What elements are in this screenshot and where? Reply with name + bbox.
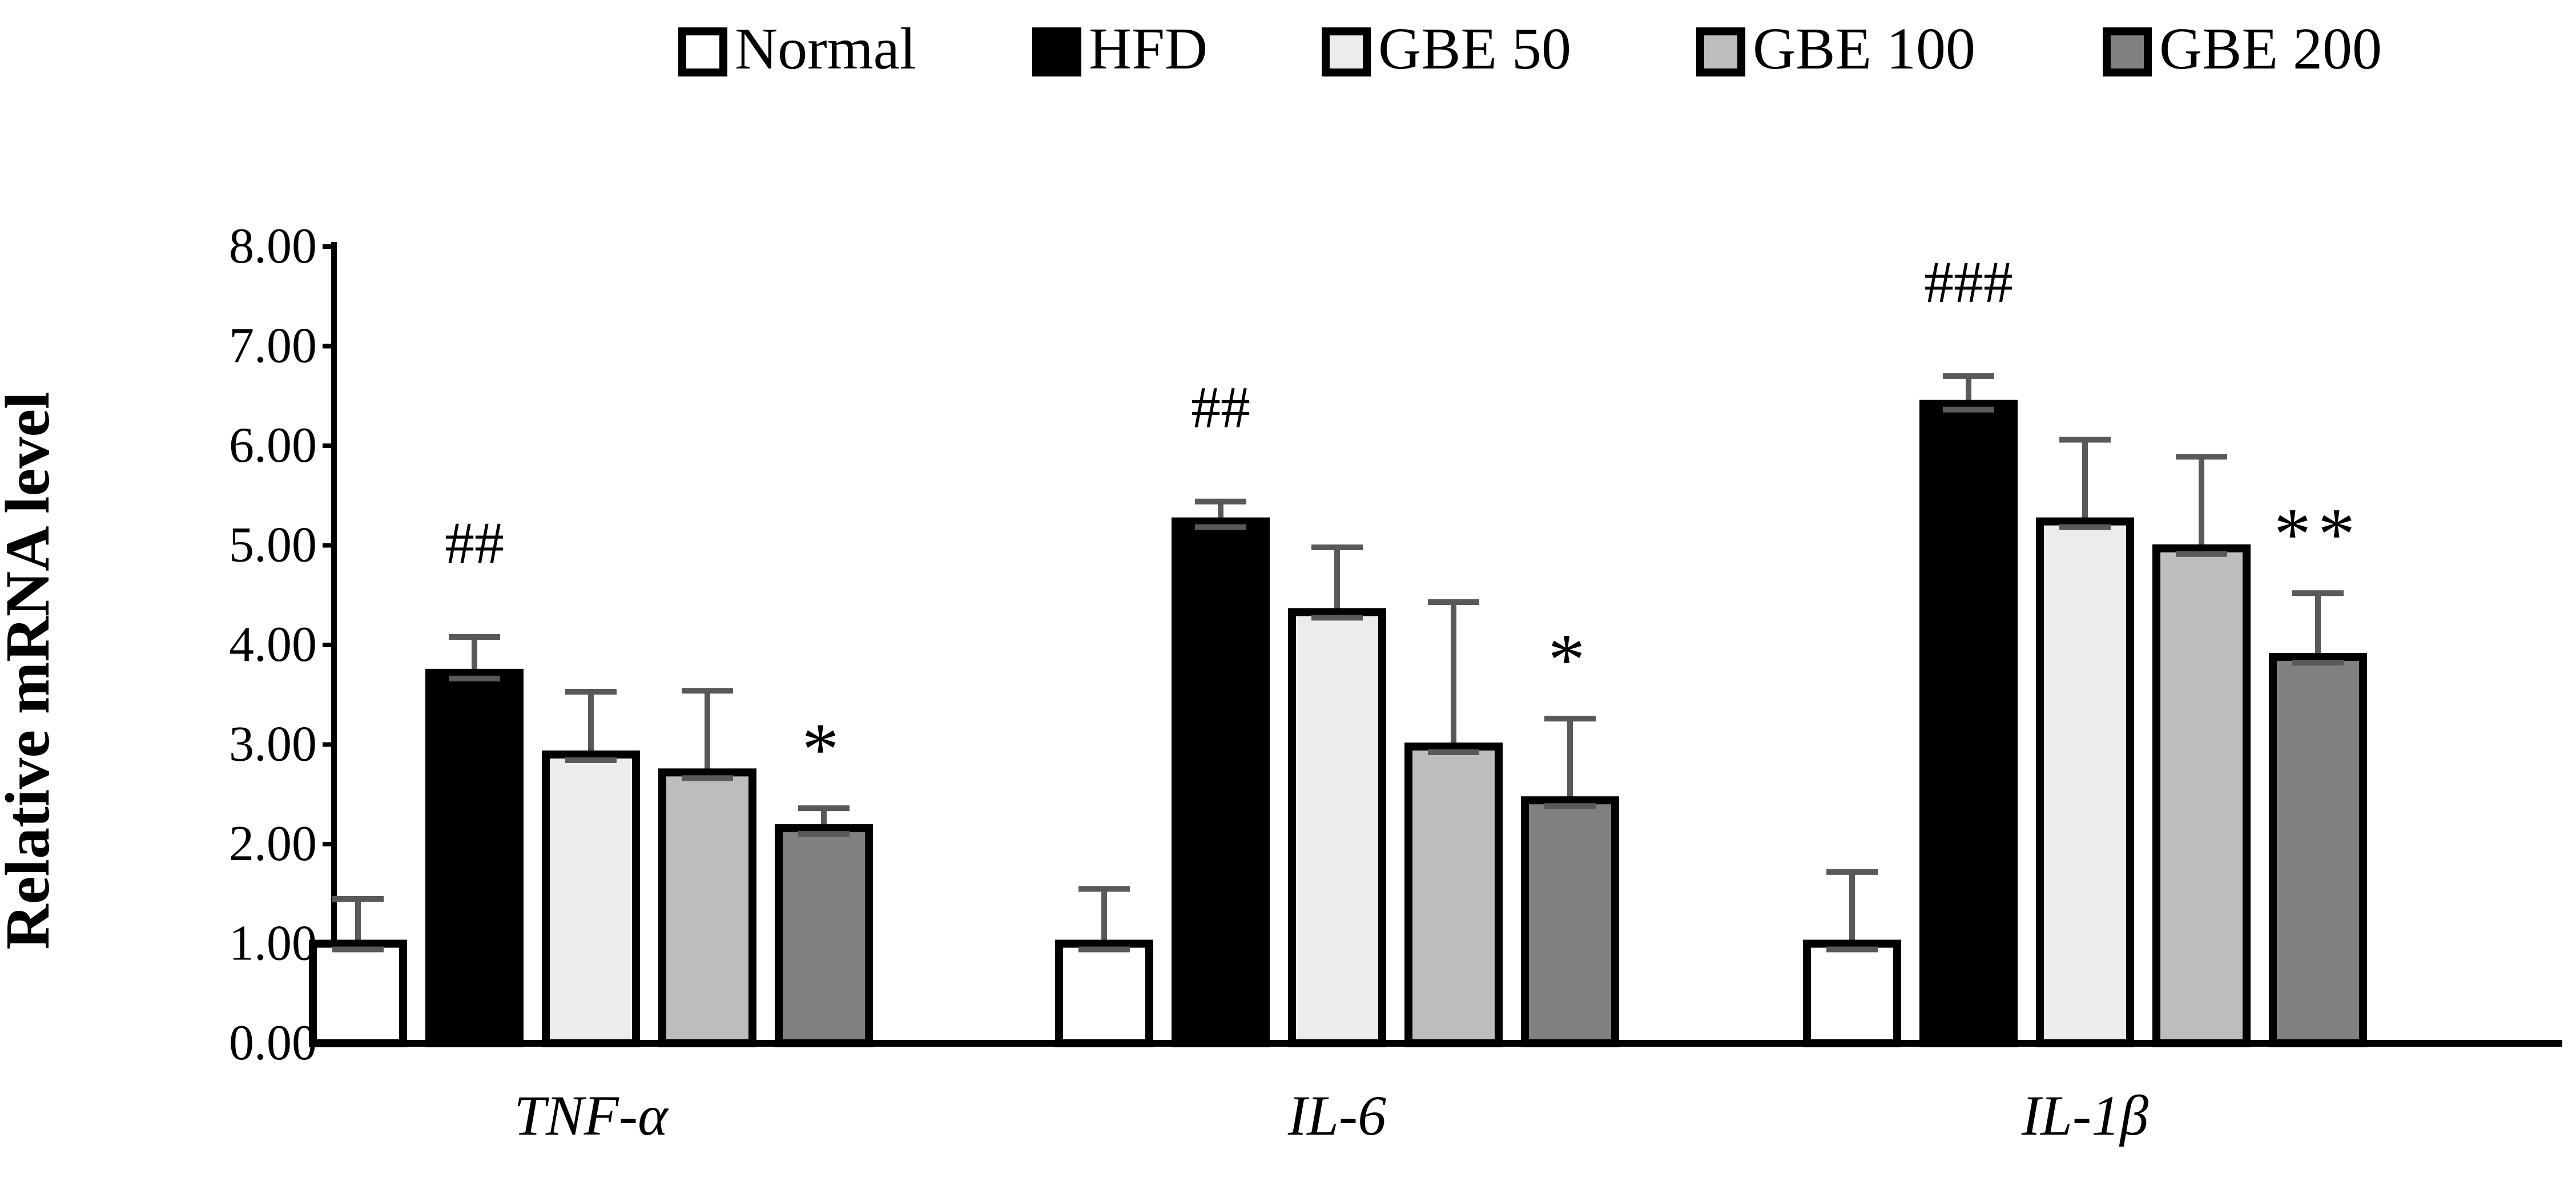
y-tick-label: 7.00	[229, 318, 317, 374]
significance-label: ###	[1924, 249, 2013, 315]
x-category-label: IL-6	[1287, 1084, 1386, 1147]
plot-area: 0.00 1.00 2.00 3.00 4.00 5.00 6.00 7.00 8.00 TNF-…	[229, 219, 2562, 1147]
legend-swatch	[2103, 27, 2152, 76]
y-tick-label: 0.00	[229, 1015, 317, 1071]
y-tick-label: 1.00	[229, 916, 317, 971]
legend-label: GBE 100	[1753, 16, 1975, 82]
bar	[1288, 608, 1386, 1048]
bar	[1172, 517, 1270, 1047]
significance-label: **	[2274, 493, 2362, 575]
legend: Normal HFD GBE 50 GBE 100 GBE 200	[678, 16, 2382, 82]
legend-swatch	[678, 27, 727, 76]
significance-label: ##	[445, 510, 504, 576]
bar	[1803, 939, 1901, 1047]
legend-item: GBE 200	[2103, 16, 2382, 82]
significance-label: *	[802, 708, 846, 790]
legend-item: GBE 50	[1322, 16, 1571, 82]
y-tick-label: 4.00	[229, 617, 317, 672]
bar	[542, 750, 640, 1047]
bar	[775, 824, 873, 1047]
bar	[1055, 939, 1153, 1047]
bar	[1521, 796, 1619, 1047]
bar	[2269, 652, 2367, 1047]
y-tick-label: 6.00	[229, 418, 317, 473]
bar	[1404, 742, 1503, 1047]
y-tick-label: 2.00	[229, 816, 317, 872]
y-tick-label: 3.00	[229, 717, 317, 772]
legend-item: HFD	[1032, 16, 1208, 82]
legend-item: Normal	[678, 16, 916, 82]
legend-item: GBE 100	[1696, 16, 1975, 82]
legend-label: Normal	[735, 16, 916, 82]
legend-label: GBE 50	[1378, 16, 1571, 82]
legend-label: HFD	[1089, 16, 1208, 82]
y-tick-label: 8.00	[229, 219, 317, 274]
legend-swatch	[1696, 27, 1745, 76]
significance-label: ##	[1191, 375, 1250, 441]
bar	[425, 668, 524, 1047]
legend-label: GBE 200	[2159, 16, 2382, 82]
bar	[2152, 544, 2251, 1047]
x-category-label: TNF-α	[514, 1084, 669, 1147]
bar	[309, 939, 407, 1047]
x-category-label: IL-1β	[2021, 1084, 2148, 1147]
bar	[1919, 400, 2018, 1048]
y-axis-label: Relative mRNA level	[0, 392, 62, 950]
y-tick-label: 5.00	[229, 518, 317, 573]
bar	[2036, 517, 2134, 1047]
significance-label: *	[1548, 619, 1592, 701]
legend-swatch	[1032, 27, 1081, 76]
legend-swatch	[1322, 27, 1371, 76]
bar	[658, 768, 756, 1047]
